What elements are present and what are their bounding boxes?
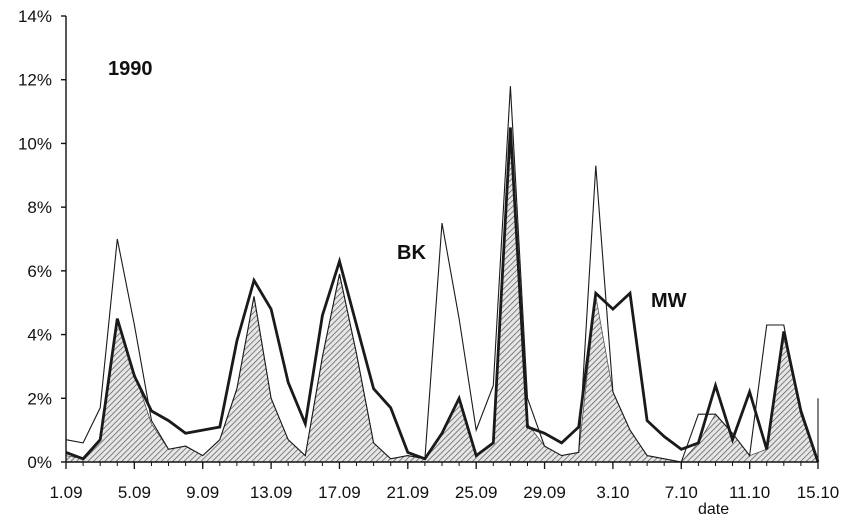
y-tick-label: 4% [27, 326, 52, 345]
shaded-area-layer [65, 127, 819, 463]
x-tick-label: 21.09 [387, 483, 430, 502]
x-tick-label: 25.09 [455, 483, 498, 502]
x-tick-label: 9.09 [186, 483, 219, 502]
shaded-area [65, 127, 819, 463]
x-tick-label: 13.09 [250, 483, 293, 502]
y-tick-label: 2% [27, 389, 52, 408]
x-tick-label: 7.10 [665, 483, 698, 502]
y-tick-label: 8% [27, 198, 52, 217]
x-tick-label: 5.09 [118, 483, 151, 502]
tick-labels-layer: 0% 2% 4% 6% 8% 10% 12% 14% 1.09 5.09 9.09 13.09 17.0… [18, 7, 839, 502]
series-line-mw [65, 127, 820, 463]
y-tick-label: 14% [18, 7, 52, 26]
axes-layer [61, 15, 819, 469]
series-lines-layer [65, 86, 820, 463]
y-tick-label: 0% [27, 453, 52, 472]
x-tick-label: 3.10 [596, 483, 629, 502]
series-line-bk [65, 86, 819, 463]
x-tick-label: 29.09 [523, 483, 566, 502]
x-tick-label: 17.09 [318, 483, 361, 502]
series-label-mw: MW [651, 290, 687, 312]
year-annotation: 1990 [108, 58, 153, 80]
x-tick-label: 1.09 [49, 483, 82, 502]
x-tick-label: 11.10 [729, 483, 770, 502]
x-axis-title: date [698, 501, 729, 518]
y-tick-label: 10% [18, 134, 52, 153]
x-tick-label: 15.10 [797, 483, 840, 502]
y-tick-label: 12% [18, 71, 52, 90]
y-tick-label: 6% [27, 262, 52, 281]
series-label-bk: BK [397, 242, 426, 264]
